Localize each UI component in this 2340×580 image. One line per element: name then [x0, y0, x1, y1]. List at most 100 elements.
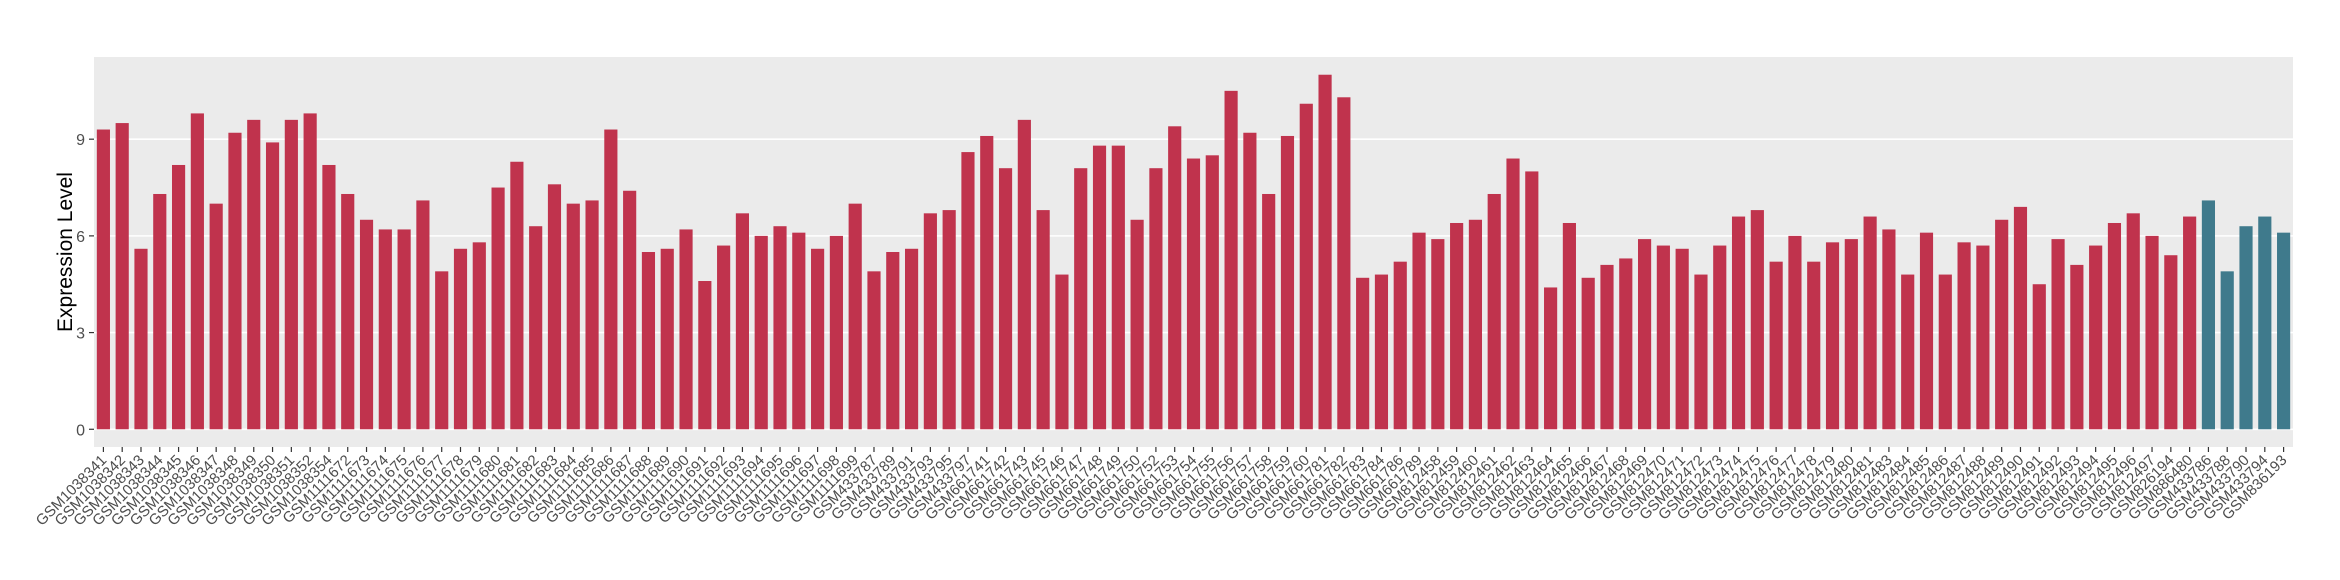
bar: [547, 184, 562, 430]
bar: [2070, 264, 2084, 430]
bar: [1450, 222, 1464, 430]
bar: [942, 210, 956, 430]
bar: [435, 271, 449, 430]
bar: [171, 164, 186, 430]
y-tick-label: 3: [76, 326, 85, 343]
bar: [1525, 171, 1539, 430]
bar: [1468, 219, 1483, 430]
bar: [980, 135, 994, 430]
bar: [1788, 235, 1802, 430]
bar: [1656, 245, 1670, 430]
bar: [1224, 90, 1238, 430]
bar: [660, 248, 674, 430]
bar: [115, 123, 129, 430]
bar: [1694, 274, 1708, 430]
bar: [228, 132, 242, 430]
bar: [1318, 74, 1332, 430]
bar: [2145, 235, 2159, 430]
bar: [585, 200, 599, 430]
bar: [265, 142, 280, 430]
bar: [1055, 274, 1069, 430]
bar: [1750, 210, 1764, 430]
bar: [829, 235, 843, 430]
bar: [1882, 229, 1896, 430]
bar: [1168, 126, 1182, 430]
bar: [2220, 271, 2234, 430]
bar: [2032, 284, 2046, 430]
bar: [2183, 216, 2197, 430]
bar: [773, 226, 787, 430]
bar: [1637, 239, 1652, 430]
bar: [886, 252, 900, 430]
bar: [1243, 132, 1257, 430]
bar: [190, 113, 204, 430]
bar: [867, 271, 881, 430]
bar: [209, 203, 223, 430]
bar: [1976, 245, 1990, 430]
bar: [1393, 261, 1407, 430]
bar: [134, 248, 148, 430]
bar: [2277, 232, 2291, 430]
y-tick-label: 6: [76, 229, 85, 246]
bar: [623, 190, 637, 430]
bar: [153, 193, 167, 430]
bar: [1431, 239, 1445, 430]
bar: [2239, 226, 2253, 430]
bar: [2107, 222, 2122, 430]
bar: [1544, 287, 1558, 430]
bar: [416, 200, 430, 430]
bar: [1280, 135, 1295, 430]
bar: [1844, 239, 1858, 430]
bar: [1262, 193, 1276, 430]
bar: [1299, 103, 1313, 430]
bar: [322, 164, 336, 430]
bar: [1412, 232, 1426, 430]
bar: [491, 187, 505, 430]
bar: [510, 161, 524, 430]
bar: [1149, 168, 1163, 430]
bar: [717, 245, 731, 430]
bar: [1111, 145, 1125, 430]
bar: [1337, 97, 1351, 430]
bar: [529, 226, 543, 430]
bar: [303, 113, 317, 430]
bar: [641, 252, 656, 430]
bar: [2013, 206, 2028, 430]
bar: [1619, 258, 1633, 430]
bar: [566, 203, 580, 430]
bar: [1092, 145, 1107, 430]
bar: [1074, 168, 1088, 430]
bar: [472, 242, 486, 430]
bar: [96, 129, 110, 430]
bar: [1205, 155, 1219, 430]
bar: [1506, 158, 1520, 430]
bar: [2126, 213, 2140, 430]
bar: [1863, 216, 1877, 430]
bar: [604, 129, 618, 430]
bar: [397, 229, 411, 430]
bar: [2201, 200, 2216, 430]
bar: [735, 213, 750, 430]
bar: [679, 229, 693, 430]
bar: [1807, 261, 1821, 430]
bar: [1600, 264, 1614, 430]
bar: [904, 248, 919, 430]
bar: [1130, 219, 1144, 430]
bar: [754, 235, 768, 430]
y-tick-label: 0: [76, 422, 85, 439]
bar: [1581, 277, 1595, 430]
bar: [378, 229, 392, 430]
bar: [1562, 222, 1576, 430]
bar: [284, 119, 298, 430]
bar: [2089, 245, 2103, 430]
bar: [1374, 274, 1389, 430]
bar: [1036, 210, 1050, 430]
bar: [1995, 219, 2009, 430]
bar: [1675, 248, 1689, 430]
bar: [359, 219, 374, 430]
bar: [1901, 274, 1915, 430]
y-tick-label: 9: [76, 132, 85, 149]
bar: [1186, 158, 1201, 430]
bar: [1487, 193, 1501, 430]
bar: [2164, 255, 2178, 430]
